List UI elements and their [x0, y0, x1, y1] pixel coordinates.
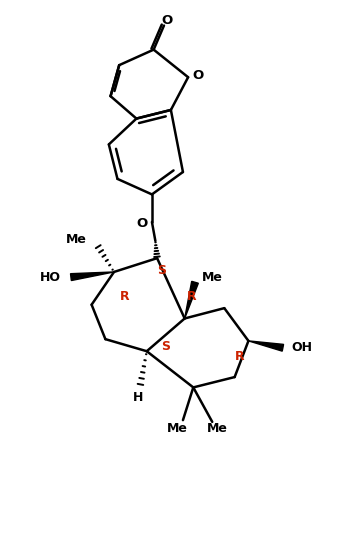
Text: R: R [235, 350, 244, 363]
Text: OH: OH [292, 342, 313, 354]
Polygon shape [248, 341, 284, 351]
Text: Me: Me [207, 422, 228, 436]
Text: H: H [133, 391, 143, 404]
Text: HO: HO [39, 271, 61, 284]
Text: Me: Me [66, 233, 87, 246]
Text: Me: Me [202, 271, 223, 284]
Text: Me: Me [167, 422, 188, 436]
Text: R: R [187, 289, 196, 302]
Text: O: O [193, 69, 204, 82]
Text: S: S [157, 264, 166, 278]
Text: O: O [162, 14, 173, 27]
Polygon shape [185, 281, 198, 318]
Text: S: S [161, 339, 170, 353]
Text: O: O [136, 217, 147, 230]
Text: R: R [120, 289, 129, 302]
Polygon shape [70, 272, 114, 280]
